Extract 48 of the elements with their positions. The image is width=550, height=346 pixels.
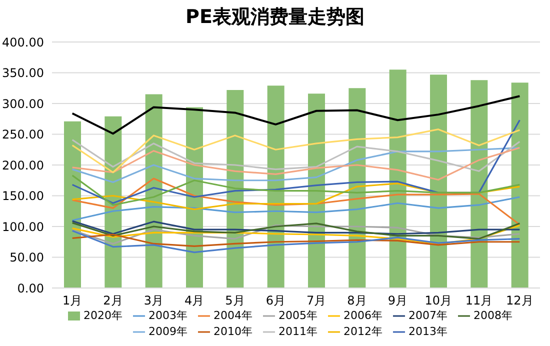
line-series — [72, 222, 520, 240]
legend-label: 2010年 — [214, 325, 252, 338]
legend-label: 2008年 — [474, 309, 512, 322]
x-tick-label: 3月 — [144, 294, 164, 308]
legend-label: 2013年 — [408, 325, 448, 338]
y-tick-label: 250.00 — [2, 128, 44, 142]
legend-label: 2011年 — [278, 325, 318, 338]
y-tick-label: 350.00 — [2, 66, 44, 80]
line-series — [71, 95, 521, 135]
y-tick-label: 150.00 — [2, 189, 44, 204]
legend-label: 2009年 — [148, 325, 188, 338]
x-tick-label: 5月 — [225, 294, 245, 308]
legend-label: 2003年 — [148, 309, 188, 322]
line-series — [72, 230, 520, 254]
legend-label: 2006年 — [344, 309, 382, 322]
bar — [511, 82, 528, 288]
legend-label: 2012年 — [344, 325, 382, 338]
legend-label: 2007年 — [408, 309, 448, 322]
legend-label: 2020年 — [84, 309, 122, 322]
line-series — [72, 119, 520, 204]
line-series — [72, 128, 520, 174]
x-tick-label: 12月 — [506, 294, 534, 308]
line-series — [72, 174, 520, 206]
line-series — [72, 224, 520, 245]
y-tick-label: 100.00 — [2, 220, 44, 234]
x-tick-label: 1月 — [62, 294, 82, 308]
line-series — [72, 178, 520, 226]
line-series — [72, 138, 520, 172]
legend-label: 2005年 — [278, 309, 318, 322]
x-tick-label: 6月 — [266, 294, 286, 308]
legend-label: 2004年 — [214, 309, 252, 322]
x-tick-label: 4月 — [184, 294, 204, 308]
y-tick-label: 300.00 — [2, 96, 44, 111]
x-tick-label: 8月 — [347, 294, 367, 308]
x-tick-label: 11月 — [465, 294, 493, 308]
y-tick-label: 200.00 — [2, 158, 44, 172]
line-series — [72, 196, 520, 222]
chart-title: PE表观消费量走势图 — [184, 5, 366, 30]
x-tick-label: 2月 — [103, 294, 123, 308]
x-tick-label: 9月 — [388, 294, 408, 308]
y-tick-label: 400.00 — [2, 35, 44, 50]
x-tick-label: 7月 — [306, 294, 326, 308]
line-series — [72, 220, 520, 235]
y-tick-label: 0.00 — [17, 281, 44, 296]
x-tick-label: 10月 — [424, 294, 452, 308]
bar — [64, 121, 81, 288]
line-series — [72, 234, 520, 247]
y-tick-label: 50.00 — [10, 250, 44, 265]
